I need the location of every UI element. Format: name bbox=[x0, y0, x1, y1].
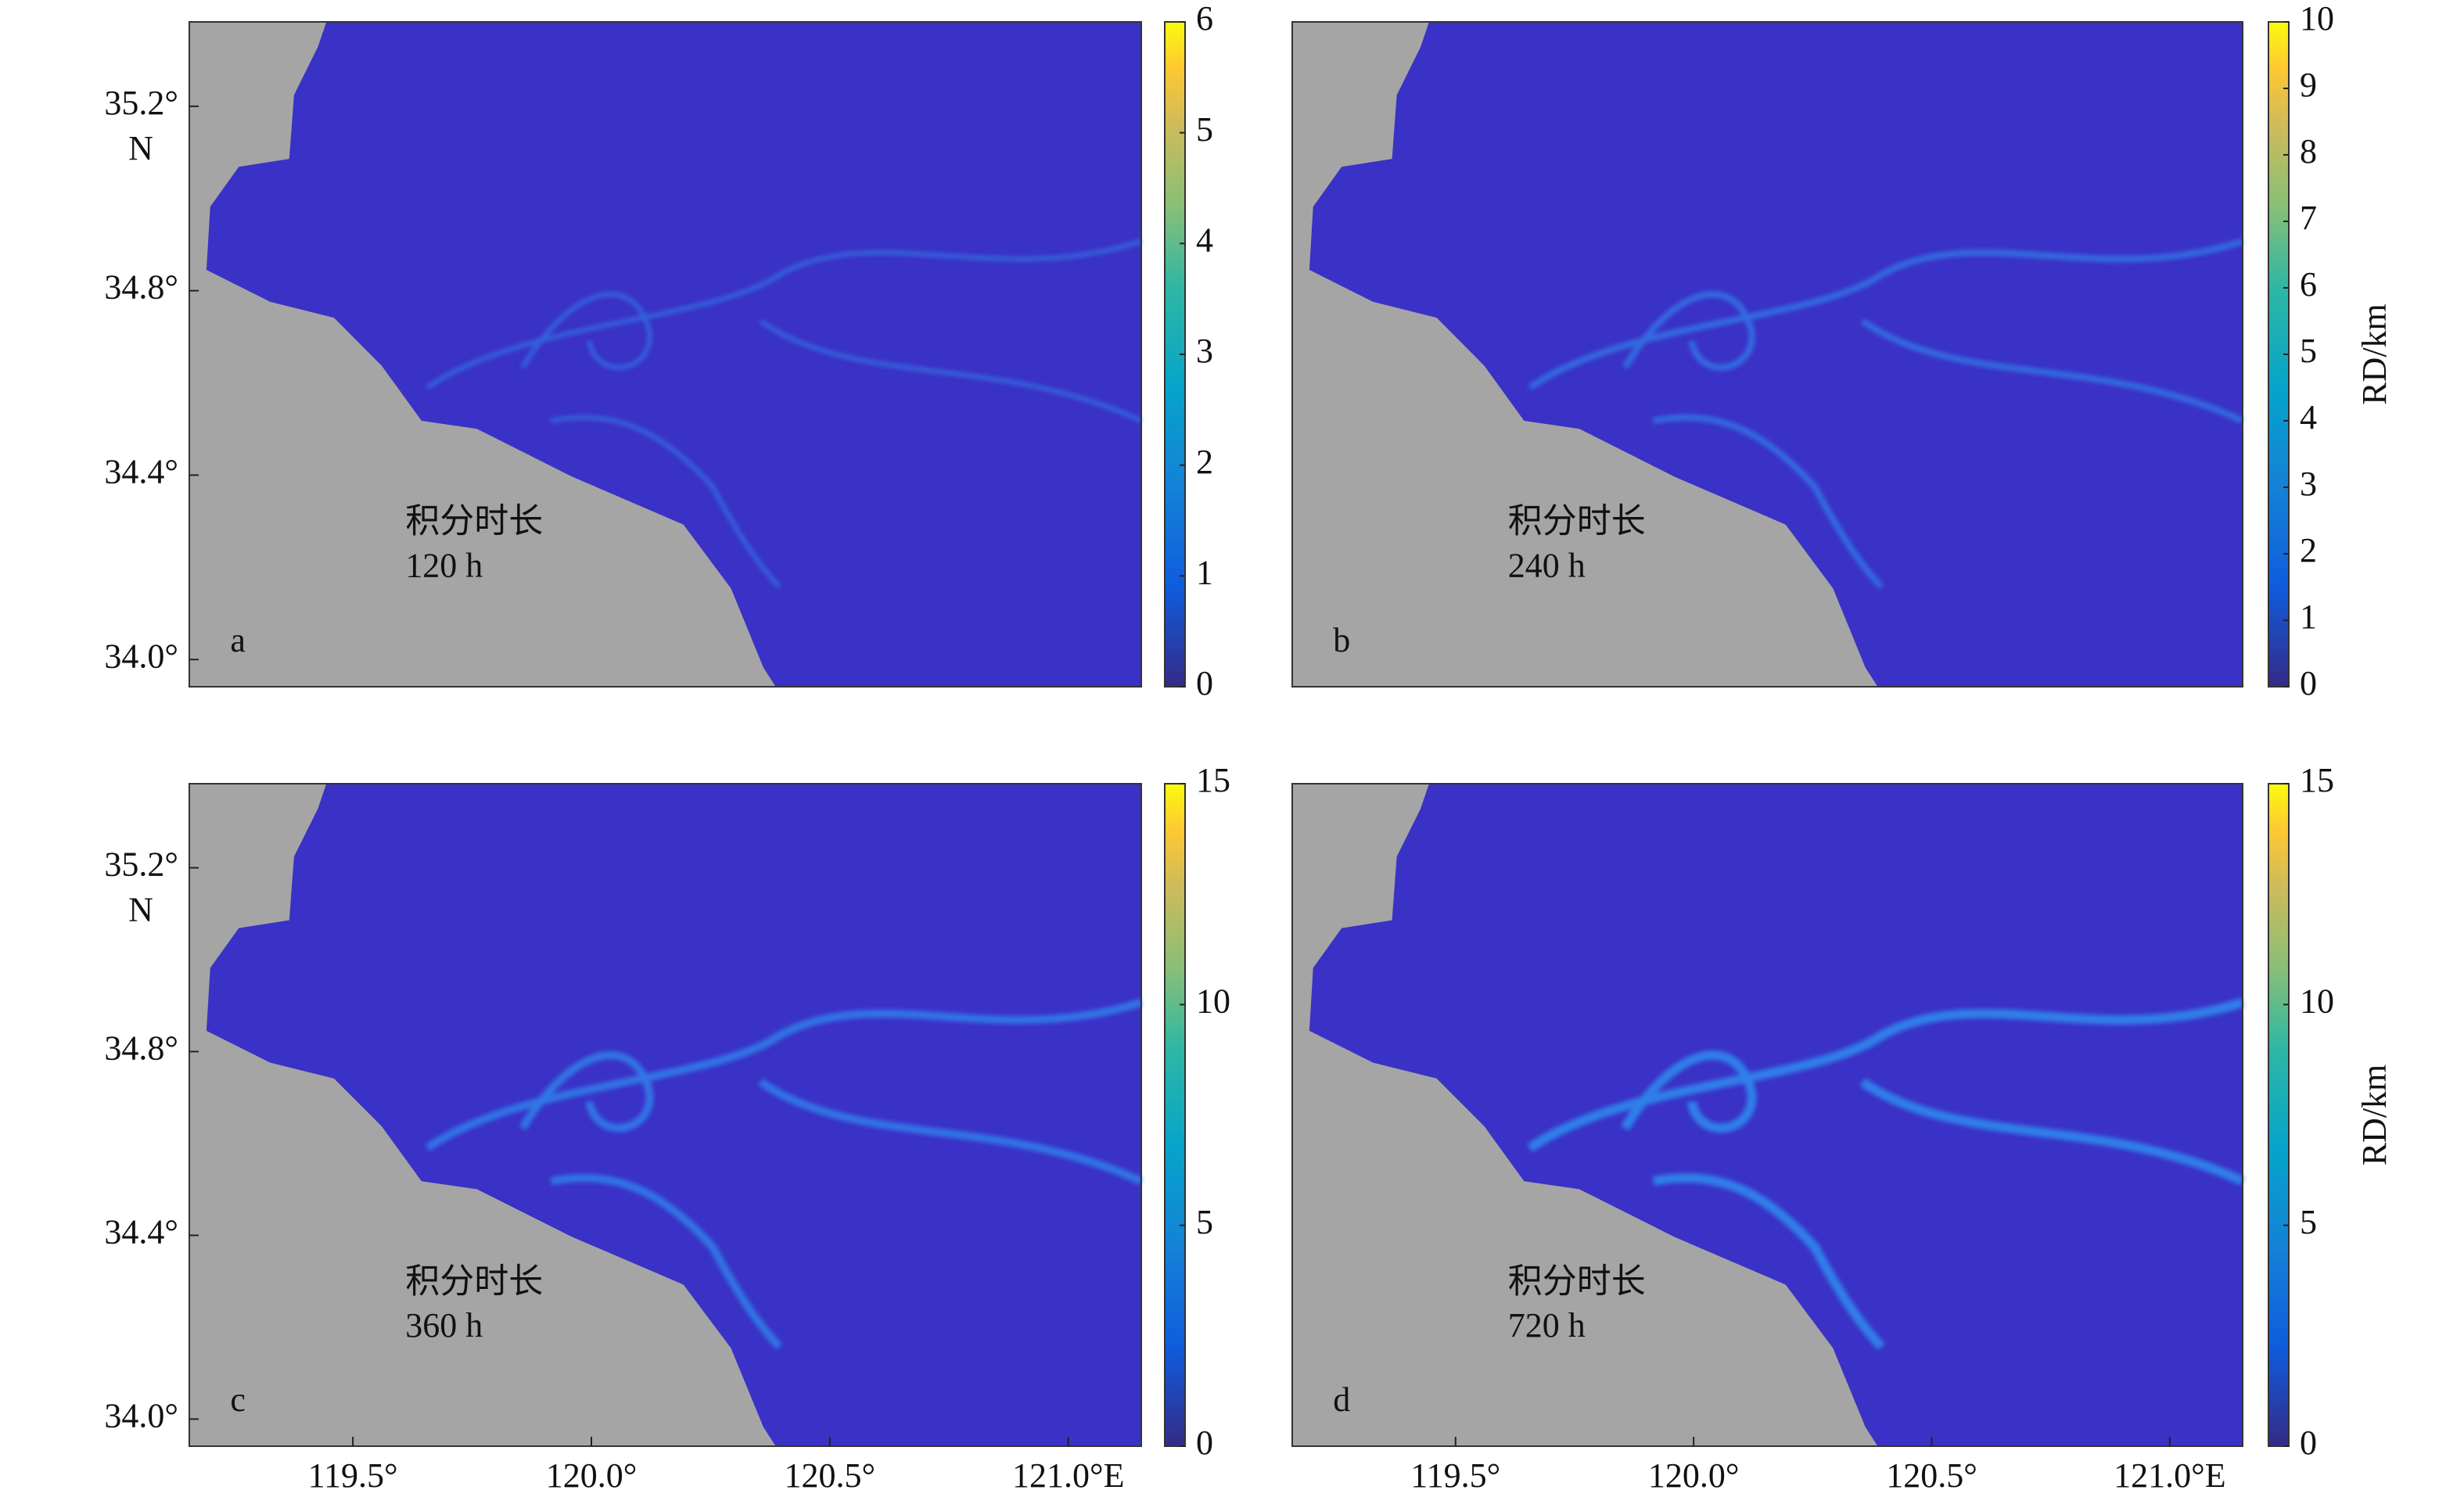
y-tick-label: 34.0° bbox=[104, 1396, 178, 1434]
annotation: 积分时长 bbox=[405, 502, 543, 540]
panel-label: b bbox=[1333, 621, 1350, 659]
filament bbox=[519, 1051, 654, 1133]
colorbar-tick-label: 6 bbox=[1196, 0, 1213, 38]
panel-label: c bbox=[230, 1380, 246, 1419]
y-unit: N bbox=[128, 891, 153, 929]
colorbar-label: RD/km bbox=[2355, 303, 2394, 405]
panel-label: a bbox=[230, 621, 246, 659]
annotation: 积分时长 bbox=[1508, 1262, 1646, 1300]
filaments bbox=[1528, 238, 2244, 590]
y-tick-label: 34.8° bbox=[104, 1029, 178, 1068]
colorbar-tick-label: 10 bbox=[2300, 982, 2334, 1020]
filament bbox=[759, 319, 1143, 423]
colorbar-tick-label: 4 bbox=[2300, 398, 2317, 436]
colorbar-tick-label: 5 bbox=[1196, 110, 1213, 149]
annotation: 360 h bbox=[405, 1306, 483, 1345]
x-tick-label: 121.0°E bbox=[1012, 1456, 1124, 1490]
x-tick-label: 120.5° bbox=[1886, 1456, 1977, 1490]
plot-frame bbox=[1291, 783, 2243, 1447]
colorbar-tick-label: 0 bbox=[1196, 664, 1213, 702]
filament bbox=[520, 292, 652, 370]
y-unit: N bbox=[128, 129, 153, 167]
y-tick-label: 34.4° bbox=[104, 1212, 178, 1251]
colorbar-tick-label: 1 bbox=[2300, 598, 2317, 636]
filament bbox=[1527, 997, 2244, 1152]
plot-frame bbox=[189, 783, 1142, 1447]
filament bbox=[550, 415, 781, 589]
filament bbox=[550, 1173, 783, 1350]
colorbar-tick-label: 4 bbox=[1196, 221, 1213, 259]
filament bbox=[1528, 238, 2244, 390]
colorbar-tick-label: 6 bbox=[2300, 265, 2317, 303]
colorbar-tick-label: 10 bbox=[2300, 0, 2334, 38]
y-tick-label: 35.2° bbox=[104, 846, 178, 884]
x-tick-label: 119.5° bbox=[1410, 1456, 1500, 1490]
colorbar-tick-label: 10 bbox=[1196, 982, 1230, 1020]
colorbar-tick-label: 0 bbox=[2300, 664, 2317, 702]
annotation: 240 h bbox=[1508, 547, 1586, 585]
colorbar-label: RD/km bbox=[2355, 1065, 2394, 1166]
colorbar-tick-label: 9 bbox=[2300, 66, 2317, 104]
sea bbox=[1309, 22, 2243, 687]
colorbar-tick-label: 15 bbox=[1196, 761, 1230, 799]
annotation: 720 h bbox=[1508, 1306, 1586, 1345]
annotation: 积分时长 bbox=[405, 1262, 543, 1300]
x-tick-label: 120.0° bbox=[546, 1456, 638, 1490]
colorbar bbox=[1164, 783, 1186, 1447]
colorbar-tick-label: 8 bbox=[2300, 132, 2317, 171]
colorbar-tick-label: 5 bbox=[2300, 332, 2317, 370]
colorbar-tick-label: 5 bbox=[1196, 1203, 1213, 1241]
x-tick-label: 120.5° bbox=[785, 1456, 876, 1490]
plot-frame bbox=[189, 21, 1142, 688]
x-tick-label: 120.0° bbox=[1648, 1456, 1740, 1490]
colorbar-tick-label: 2 bbox=[1196, 443, 1213, 481]
sea bbox=[206, 22, 1141, 687]
x-tick-label: 119.5° bbox=[308, 1456, 398, 1490]
filament bbox=[425, 998, 1143, 1151]
colorbar-tick-label: 0 bbox=[2300, 1424, 2317, 1462]
filament bbox=[426, 239, 1142, 390]
colorbar-tick-label: 5 bbox=[2300, 1203, 2317, 1241]
colorbar-tick-label: 2 bbox=[2300, 531, 2317, 569]
y-tick-label: 34.8° bbox=[104, 268, 178, 307]
y-tick-label: 35.2° bbox=[104, 84, 178, 122]
y-tick-label: 34.4° bbox=[104, 453, 178, 491]
filament bbox=[1860, 318, 2244, 424]
sea bbox=[1309, 784, 2243, 1446]
colorbar-tick-label: 15 bbox=[2300, 761, 2334, 799]
annotation: 积分时长 bbox=[1508, 502, 1646, 540]
colorbar-tick-label: 3 bbox=[2300, 465, 2317, 503]
panel-label: d bbox=[1333, 1380, 1350, 1419]
filament bbox=[1652, 1172, 1885, 1351]
filament bbox=[1622, 291, 1755, 371]
x-tick-label: 121.0°E bbox=[2114, 1456, 2225, 1490]
plot-frame bbox=[1291, 21, 2243, 688]
colorbar-tick-label: 3 bbox=[1196, 332, 1213, 370]
sea bbox=[206, 784, 1141, 1446]
filaments bbox=[426, 239, 1143, 589]
colorbar-tick-label: 7 bbox=[2300, 199, 2317, 237]
filaments bbox=[1527, 997, 2245, 1351]
annotation: 120 h bbox=[405, 547, 483, 585]
filament bbox=[1859, 1078, 2245, 1186]
colorbar-tick-label: 0 bbox=[1196, 1424, 1213, 1462]
filaments bbox=[425, 998, 1144, 1350]
colorbar-tick-label: 1 bbox=[1196, 553, 1213, 591]
filament bbox=[1652, 414, 1884, 590]
colorbar bbox=[2268, 783, 2290, 1447]
filament bbox=[758, 1079, 1144, 1185]
y-tick-label: 34.0° bbox=[104, 637, 178, 675]
